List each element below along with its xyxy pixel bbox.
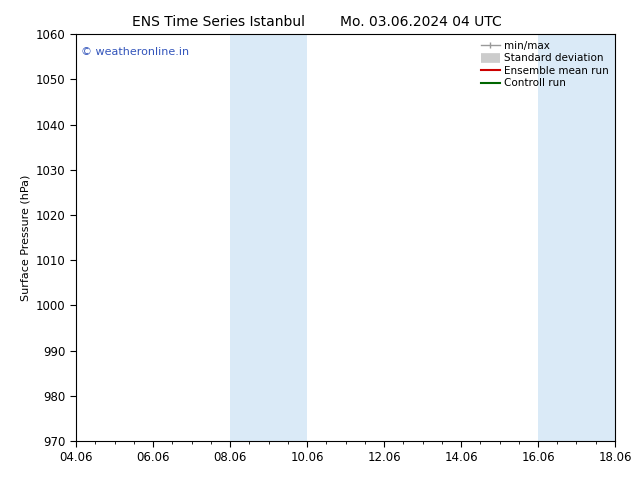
Text: © weatheronline.in: © weatheronline.in — [81, 47, 190, 56]
Bar — [230, 34, 307, 441]
Y-axis label: Surface Pressure (hPa): Surface Pressure (hPa) — [20, 174, 30, 301]
Legend: min/max, Standard deviation, Ensemble mean run, Controll run: min/max, Standard deviation, Ensemble me… — [477, 36, 613, 93]
Text: ENS Time Series Istanbul        Mo. 03.06.2024 04 UTC: ENS Time Series Istanbul Mo. 03.06.2024 … — [132, 15, 502, 29]
Bar — [538, 34, 615, 441]
